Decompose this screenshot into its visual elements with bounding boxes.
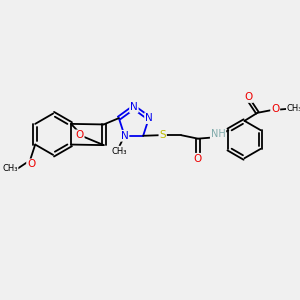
Text: N: N bbox=[145, 113, 153, 123]
Text: S: S bbox=[159, 130, 166, 140]
Text: O: O bbox=[194, 154, 202, 164]
Text: O: O bbox=[245, 92, 253, 102]
Text: O: O bbox=[271, 104, 279, 114]
Text: CH₃: CH₃ bbox=[2, 164, 18, 173]
Text: O: O bbox=[76, 130, 84, 140]
Text: CH₃: CH₃ bbox=[112, 146, 127, 155]
Text: N: N bbox=[130, 102, 138, 112]
Text: O: O bbox=[27, 159, 35, 170]
Text: N: N bbox=[121, 131, 128, 141]
Text: NH: NH bbox=[211, 129, 226, 140]
Text: CH₃: CH₃ bbox=[287, 104, 300, 113]
